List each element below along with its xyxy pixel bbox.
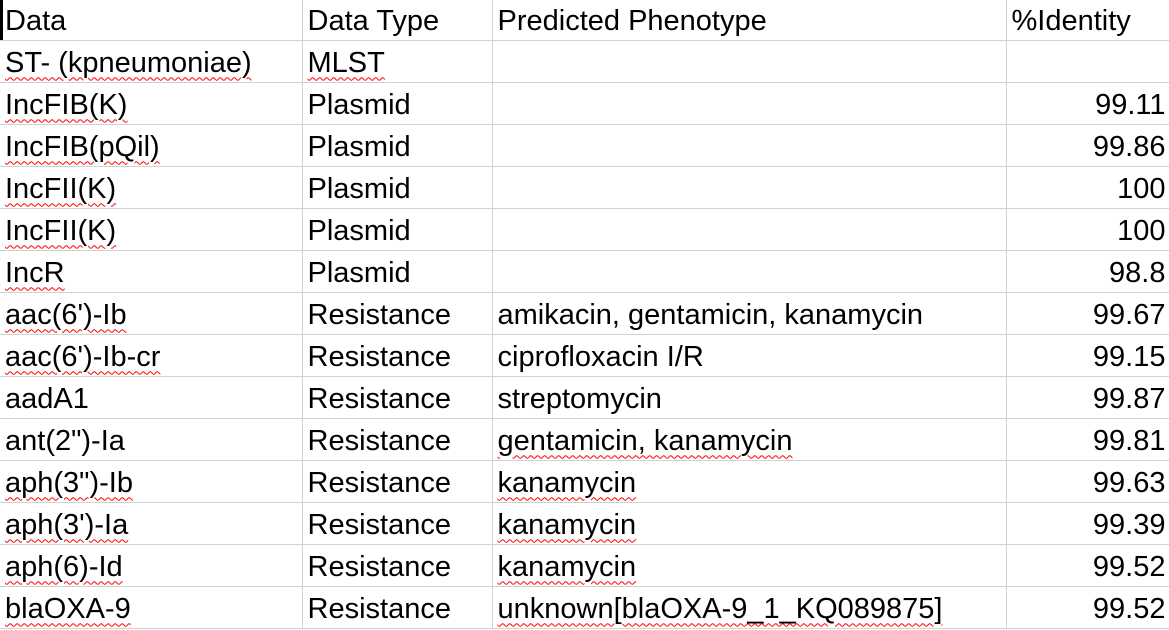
cell-data[interactable]: aac(6')-Ib-cr bbox=[0, 334, 303, 377]
cell-data[interactable]: aph(3")-Ib bbox=[0, 460, 303, 503]
cell-phenotype[interactable] bbox=[492, 124, 1007, 167]
table-row: aph(3')-Ia Resistance kanamycin 99.39 bbox=[0, 502, 1169, 545]
table-row: aph(6)-Id Resistance kanamycin 99.52 bbox=[0, 544, 1169, 587]
table-row: ant(2")-Ia Resistance gentamicin, kanamy… bbox=[0, 418, 1169, 461]
cell-data[interactable]: IncR bbox=[0, 250, 303, 293]
table-row: ST- (kpneumoniae) MLST bbox=[0, 40, 1169, 83]
cell-identity[interactable]: 99.52 bbox=[1006, 544, 1169, 587]
cell-phenotype[interactable] bbox=[492, 82, 1007, 125]
cell-phenotype[interactable] bbox=[492, 166, 1007, 209]
cell-text: blaOXA-9 bbox=[5, 592, 131, 625]
cell-text: IncFII(K) bbox=[5, 172, 117, 205]
cell-data[interactable]: IncFII(K) bbox=[0, 166, 303, 209]
cell-phenotype[interactable] bbox=[492, 40, 1007, 83]
cell-data-type[interactable]: Plasmid bbox=[302, 250, 493, 293]
cell-data[interactable]: IncFIB(K) bbox=[0, 82, 303, 125]
cell-data-type[interactable]: Resistance bbox=[302, 334, 493, 377]
cell-data[interactable]: IncFII(K) bbox=[0, 208, 303, 251]
cell-data-type[interactable]: Resistance bbox=[302, 460, 493, 503]
cell-data-type[interactable]: Resistance bbox=[302, 502, 493, 545]
cell-identity[interactable]: 99.39 bbox=[1006, 502, 1169, 545]
cell-data[interactable]: aph(3')-Ia bbox=[0, 502, 303, 545]
cell-phenotype[interactable]: kanamycin bbox=[492, 502, 1007, 545]
cell-text: gentamicin, kanamycin bbox=[497, 424, 793, 457]
cell-phenotype[interactable]: ciprofloxacin I/R bbox=[492, 334, 1007, 377]
cell-data-type[interactable]: Resistance bbox=[302, 586, 493, 629]
cell-text: MLST bbox=[307, 46, 385, 79]
cell-text: aph(3")-Ib bbox=[5, 466, 133, 499]
table-row: blaOXA-9 Resistance unknown[blaOXA-9_1_K… bbox=[0, 586, 1169, 629]
cell-phenotype[interactable]: amikacin, gentamicin, kanamycin bbox=[492, 292, 1007, 335]
cell-identity[interactable]: 99.11 bbox=[1006, 82, 1169, 125]
cell-phenotype[interactable]: streptomycin bbox=[492, 376, 1007, 419]
table-row: IncFII(K) Plasmid 100 bbox=[0, 208, 1169, 251]
cell-text: kanamycin bbox=[497, 508, 637, 541]
cell-text: aph(6)-Id bbox=[5, 550, 123, 583]
cell-phenotype[interactable] bbox=[492, 208, 1007, 251]
cell-text: IncR bbox=[5, 256, 65, 289]
table-row: IncFIB(pQil) Plasmid 99.86 bbox=[0, 124, 1169, 167]
cell-text: kanamycin bbox=[497, 466, 637, 499]
cell-identity[interactable]: 99.86 bbox=[1006, 124, 1169, 167]
cell-text: ST- (kpneumoniae) bbox=[5, 46, 252, 79]
header-cell-predicted-phenotype[interactable]: Predicted Phenotype bbox=[492, 0, 1007, 41]
table-row: IncR Plasmid 98.8 bbox=[0, 250, 1169, 293]
cell-identity[interactable]: 99.63 bbox=[1006, 460, 1169, 503]
cell-phenotype[interactable]: kanamycin bbox=[492, 460, 1007, 503]
cell-identity[interactable]: 99.15 bbox=[1006, 334, 1169, 377]
table-row: IncFIB(K) Plasmid 99.11 bbox=[0, 82, 1169, 125]
cell-text: kanamycin bbox=[497, 550, 637, 583]
cell-phenotype[interactable] bbox=[492, 250, 1007, 293]
cell-identity[interactable]: 99.87 bbox=[1006, 376, 1169, 419]
cell-data-type[interactable]: Resistance bbox=[302, 292, 493, 335]
table-row: aph(3")-Ib Resistance kanamycin 99.63 bbox=[0, 460, 1169, 503]
cell-phenotype[interactable]: kanamycin bbox=[492, 544, 1007, 587]
cell-text: aac(6')-Ib-cr bbox=[5, 340, 161, 373]
text-cursor bbox=[0, 0, 3, 40]
cell-text: IncFII(K) bbox=[5, 214, 117, 247]
cell-text: aac(6')-Ib bbox=[5, 298, 127, 331]
cell-text: unknown[blaOXA-9_1_KQ089875] bbox=[497, 592, 943, 625]
header-cell-data[interactable]: Data bbox=[0, 0, 303, 41]
header-cell-data-type[interactable]: Data Type bbox=[302, 0, 493, 41]
cell-text: IncFIB(K) bbox=[5, 88, 128, 121]
cell-data-type[interactable]: Resistance bbox=[302, 544, 493, 587]
cell-data[interactable]: ST- (kpneumoniae) bbox=[0, 40, 303, 83]
cell-identity[interactable]: 98.8 bbox=[1006, 250, 1169, 293]
cell-data-type[interactable]: Plasmid bbox=[302, 166, 493, 209]
cell-data-type[interactable]: Plasmid bbox=[302, 124, 493, 167]
cell-identity[interactable]: 100 bbox=[1006, 208, 1169, 251]
cell-text: IncFIB(pQil) bbox=[5, 130, 160, 163]
cell-identity[interactable]: 99.81 bbox=[1006, 418, 1169, 461]
cell-data[interactable]: aac(6')-Ib bbox=[0, 292, 303, 335]
cell-text: aph(3')-Ia bbox=[5, 508, 129, 541]
cell-data[interactable]: IncFIB(pQil) bbox=[0, 124, 303, 167]
table-row: aac(6')-Ib-cr Resistance ciprofloxacin I… bbox=[0, 334, 1169, 377]
cell-data-type[interactable]: MLST bbox=[302, 40, 493, 83]
cell-identity[interactable]: 100 bbox=[1006, 166, 1169, 209]
header-row: Data Data Type Predicted Phenotype %Iden… bbox=[0, 0, 1169, 41]
cell-data[interactable]: blaOXA-9 bbox=[0, 586, 303, 629]
cell-data[interactable]: aph(6)-Id bbox=[0, 544, 303, 587]
cell-data-type[interactable]: Plasmid bbox=[302, 208, 493, 251]
cell-identity[interactable]: 99.67 bbox=[1006, 292, 1169, 335]
cell-data[interactable]: aadA1 bbox=[0, 376, 303, 419]
cell-data-type[interactable]: Resistance bbox=[302, 376, 493, 419]
cell-phenotype[interactable]: gentamicin, kanamycin bbox=[492, 418, 1007, 461]
header-cell-identity[interactable]: %Identity bbox=[1006, 0, 1169, 41]
table-row: aadA1 Resistance streptomycin 99.87 bbox=[0, 376, 1169, 419]
cell-data[interactable]: ant(2")-Ia bbox=[0, 418, 303, 461]
cell-phenotype[interactable]: unknown[blaOXA-9_1_KQ089875] bbox=[492, 586, 1007, 629]
table-row: aac(6')-Ib Resistance amikacin, gentamic… bbox=[0, 292, 1169, 335]
table-row: IncFII(K) Plasmid 100 bbox=[0, 166, 1169, 209]
cell-data-type[interactable]: Resistance bbox=[302, 418, 493, 461]
cell-data-type[interactable]: Plasmid bbox=[302, 82, 493, 125]
cell-identity[interactable] bbox=[1006, 40, 1169, 83]
cell-identity[interactable]: 99.52 bbox=[1006, 586, 1169, 629]
